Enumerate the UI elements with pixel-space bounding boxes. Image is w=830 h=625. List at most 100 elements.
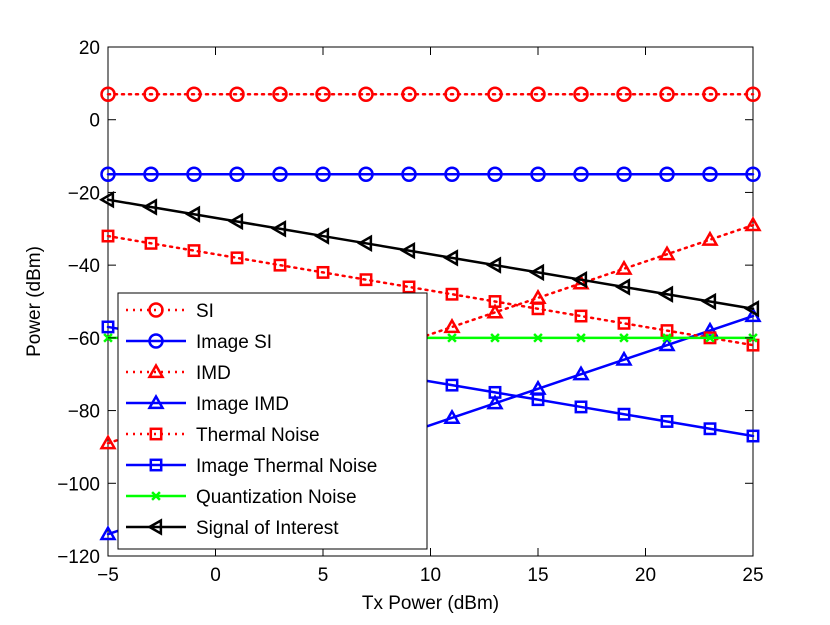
data-point-image-si bbox=[702, 166, 718, 182]
series-thermal-noise bbox=[101, 229, 760, 352]
data-point-image-imd bbox=[701, 321, 719, 337]
data-point-image-si bbox=[745, 166, 761, 182]
data-point-image-si bbox=[401, 166, 417, 182]
data-point-image-thermal-noise bbox=[531, 393, 545, 407]
data-point-thermal-noise bbox=[316, 265, 330, 279]
series-si bbox=[100, 86, 761, 103]
data-point-image-si bbox=[659, 166, 675, 182]
legend-swatch-marker bbox=[147, 393, 165, 410]
legend-swatch-marker bbox=[149, 427, 163, 441]
legend-label: Image SI bbox=[196, 332, 272, 353]
legend-item-thermal-noise: Thermal Noise bbox=[126, 425, 320, 446]
data-point-image-si bbox=[186, 166, 202, 182]
axes-layer: −5 0 5 10 15 20 25 20 0 −20 −40 −60 −80 −100 −120 bbox=[57, 38, 763, 586]
data-point-image-si bbox=[487, 166, 503, 182]
x-tick-label: 5 bbox=[318, 565, 329, 586]
data-point-signal-of-interest bbox=[141, 198, 158, 216]
data-point-image-si bbox=[358, 166, 374, 182]
data-point-thermal-noise bbox=[574, 309, 588, 323]
data-point-image-imd bbox=[443, 408, 461, 424]
x-tick-label: 25 bbox=[742, 565, 763, 586]
x-tick-label: 15 bbox=[527, 565, 548, 586]
data-point-image-si bbox=[100, 166, 116, 182]
data-point-image-thermal-noise bbox=[617, 407, 631, 421]
legend-swatch-marker bbox=[149, 458, 163, 472]
y-tick-label: 20 bbox=[79, 38, 100, 59]
data-point-image-thermal-noise bbox=[101, 320, 115, 334]
legend-swatch-marker bbox=[148, 302, 164, 318]
data-point-image-imd bbox=[486, 394, 504, 410]
data-point-thermal-noise bbox=[230, 251, 244, 265]
data-point-quantization-noise bbox=[662, 333, 672, 343]
data-point-imd bbox=[744, 216, 762, 232]
data-point-image-imd bbox=[99, 525, 117, 541]
legend-item-image-si: Image SI bbox=[126, 332, 272, 353]
y-tick-label: −20 bbox=[68, 183, 100, 204]
data-point-thermal-noise bbox=[359, 273, 373, 287]
data-point-si bbox=[100, 86, 116, 103]
data-point-thermal-noise bbox=[746, 338, 760, 352]
series-line-thermal-noise bbox=[106, 234, 755, 347]
data-point-signal-of-interest bbox=[356, 234, 373, 252]
data-point-signal-of-interest bbox=[313, 227, 330, 245]
data-point-signal-of-interest bbox=[700, 292, 717, 311]
y-tick-label: 0 bbox=[89, 111, 100, 132]
data-point-imd bbox=[486, 303, 504, 319]
y-tick-label: −60 bbox=[68, 329, 100, 350]
data-point-signal-of-interest bbox=[571, 271, 588, 289]
data-point-si bbox=[272, 86, 288, 103]
data-point-si bbox=[659, 86, 675, 103]
y-tick-label: −100 bbox=[57, 474, 100, 495]
legend-box bbox=[117, 292, 428, 550]
legend-swatch-marker bbox=[148, 333, 164, 349]
data-point-signal-of-interest bbox=[399, 241, 416, 260]
x-axis-label: Tx Power (dBm) bbox=[362, 593, 499, 614]
series-line-signal-of-interest bbox=[106, 198, 755, 311]
data-point-si bbox=[530, 86, 546, 103]
y-tick-label: −120 bbox=[57, 547, 100, 568]
data-point-signal-of-interest bbox=[485, 256, 502, 274]
data-point-image-si bbox=[272, 166, 288, 182]
legend-swatch-marker bbox=[147, 362, 165, 379]
data-point-image-thermal-noise bbox=[703, 422, 717, 436]
legend-item-imd: IMD bbox=[126, 362, 231, 384]
data-point-signal-of-interest bbox=[528, 263, 545, 282]
data-point-image-thermal-noise bbox=[574, 400, 588, 414]
data-point-image-thermal-noise bbox=[488, 385, 502, 399]
data-point-signal-of-interest bbox=[270, 220, 287, 238]
data-point-image-imd bbox=[572, 365, 590, 381]
legend-item-si: SI bbox=[126, 301, 214, 322]
legend-label: SI bbox=[196, 301, 214, 322]
data-point-si bbox=[702, 86, 718, 103]
data-point-quantization-noise bbox=[447, 333, 457, 343]
data-point-si bbox=[444, 86, 460, 103]
data-point-image-thermal-noise bbox=[445, 378, 459, 392]
series-signal-of-interest bbox=[98, 191, 760, 318]
x-tick-label: 10 bbox=[420, 565, 441, 586]
legend-label: Thermal Noise bbox=[196, 425, 320, 446]
data-point-imd bbox=[443, 317, 461, 334]
data-point-imd bbox=[658, 245, 676, 261]
data-point-si bbox=[229, 86, 245, 103]
data-point-image-si bbox=[616, 166, 632, 182]
data-point-image-imd bbox=[615, 350, 633, 366]
data-point-image-si bbox=[229, 166, 245, 182]
data-point-image-si bbox=[315, 166, 331, 182]
data-point-image-si bbox=[530, 166, 546, 182]
data-point-quantization-noise bbox=[533, 333, 543, 343]
data-point-imd bbox=[99, 434, 117, 450]
data-point-quantization-noise bbox=[490, 333, 500, 343]
data-point-quantization-noise bbox=[576, 333, 586, 343]
legend-label: Quantization Noise bbox=[196, 487, 357, 508]
data-point-si bbox=[745, 86, 761, 103]
data-point-signal-of-interest bbox=[98, 191, 115, 209]
data-point-signal-of-interest bbox=[184, 205, 201, 223]
data-point-image-imd bbox=[658, 336, 676, 352]
data-point-si bbox=[487, 86, 503, 103]
data-point-thermal-noise bbox=[144, 236, 158, 250]
data-point-si bbox=[616, 86, 632, 103]
data-point-imd bbox=[701, 230, 719, 246]
data-point-thermal-noise bbox=[660, 324, 674, 338]
data-point-si bbox=[358, 86, 374, 103]
data-point-image-si bbox=[573, 166, 589, 182]
